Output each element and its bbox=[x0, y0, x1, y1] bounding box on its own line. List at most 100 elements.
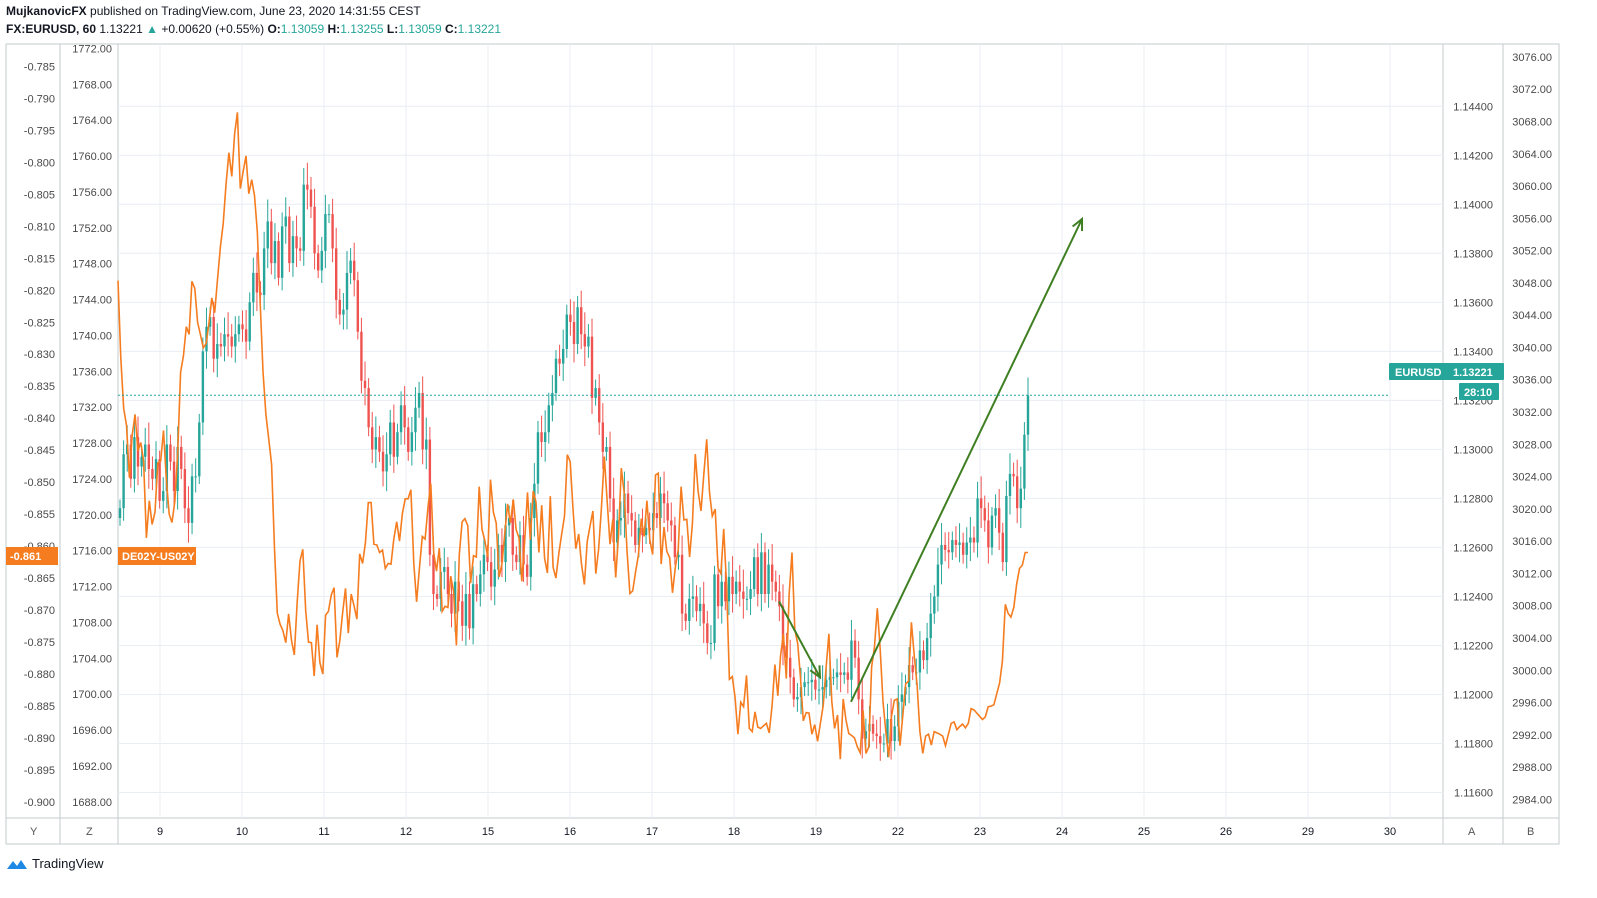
y-tick-label: 3004.00 bbox=[1512, 633, 1552, 645]
candle-body bbox=[244, 329, 248, 342]
spread-tag-value: -0.861 bbox=[10, 551, 41, 563]
candle-body bbox=[223, 334, 226, 347]
y-tick-label: 3000.00 bbox=[1512, 665, 1552, 677]
candle-body bbox=[688, 598, 691, 621]
candle-body bbox=[504, 525, 507, 563]
candle-body bbox=[987, 520, 990, 548]
x-tick-label: 15 bbox=[482, 826, 494, 838]
candle-body bbox=[190, 476, 194, 523]
y-tick-label: -0.865 bbox=[24, 573, 55, 585]
open-value: 1.13059 bbox=[280, 22, 325, 36]
y-tick-label: -0.785 bbox=[24, 61, 55, 73]
candle-body bbox=[767, 564, 770, 594]
candle-body bbox=[327, 214, 331, 216]
y-tick-label: 1764.00 bbox=[72, 115, 112, 127]
candlestick-series bbox=[118, 162, 1030, 761]
candle-body bbox=[169, 444, 172, 462]
trend-arrows[interactable] bbox=[778, 216, 1084, 703]
candle-body bbox=[248, 302, 251, 342]
y-tick-label: 1.12800 bbox=[1453, 493, 1493, 505]
y-tick-label: 1728.00 bbox=[72, 438, 112, 450]
candle-body bbox=[828, 677, 832, 680]
z-scale-button[interactable]: Z bbox=[86, 826, 93, 838]
y-tick-label: 1.13000 bbox=[1453, 444, 1493, 456]
candle-body bbox=[288, 216, 291, 264]
y-tick-label: -0.805 bbox=[24, 189, 55, 201]
candle-body bbox=[252, 272, 255, 303]
candle-body bbox=[706, 623, 709, 644]
candle-body bbox=[201, 351, 205, 423]
candle-body bbox=[954, 540, 958, 545]
candle-body bbox=[356, 280, 360, 332]
y-tick-label: 1700.00 bbox=[72, 689, 112, 701]
candle-body bbox=[533, 483, 536, 519]
y-tick-label: 1.14200 bbox=[1453, 150, 1493, 162]
candle-body bbox=[410, 432, 414, 452]
y-tick-label: 1704.00 bbox=[72, 653, 112, 665]
chart-border bbox=[5, 43, 1560, 845]
candle-body bbox=[551, 393, 554, 406]
price-tag-timer: 28:10 bbox=[1464, 387, 1492, 399]
candle-body bbox=[468, 593, 471, 629]
candle-body bbox=[713, 574, 716, 644]
trend-arrow-head bbox=[1072, 216, 1084, 231]
price-change: +0.00620 (+0.55%) bbox=[161, 22, 265, 36]
price-tag-value: 1.13221 bbox=[1453, 367, 1493, 379]
candle-body bbox=[879, 736, 882, 744]
author-name[interactable]: MujkanovicFX bbox=[6, 4, 87, 18]
auto-scale-button[interactable]: A bbox=[1468, 826, 1476, 838]
y-tick-label: 3076.00 bbox=[1512, 52, 1552, 64]
candle-body bbox=[720, 581, 723, 607]
candle-body bbox=[796, 696, 799, 700]
y-tick-label: 3064.00 bbox=[1512, 149, 1552, 161]
candle-body bbox=[673, 525, 677, 558]
y-tick-label: 1724.00 bbox=[72, 474, 112, 486]
candle-body bbox=[198, 422, 201, 477]
candle-body bbox=[525, 564, 529, 577]
b-scale-button[interactable]: B bbox=[1527, 826, 1534, 838]
candle-body bbox=[172, 461, 176, 492]
candle-body bbox=[529, 518, 532, 577]
candle-body bbox=[176, 446, 179, 492]
candle-body bbox=[814, 679, 817, 690]
candle-body bbox=[997, 508, 1001, 533]
x-tick-label: 18 bbox=[728, 826, 740, 838]
candle-body bbox=[843, 672, 846, 675]
candle-body bbox=[616, 520, 619, 543]
trend-arrow-head bbox=[809, 665, 822, 680]
y-tick-label: -0.790 bbox=[24, 93, 55, 105]
candle-body bbox=[774, 581, 777, 592]
y-tick-label: -0.815 bbox=[24, 253, 55, 265]
candle-body bbox=[392, 422, 396, 457]
candle-body bbox=[1026, 395, 1030, 435]
x-tick-label: 24 bbox=[1056, 826, 1068, 838]
candle-body bbox=[565, 314, 568, 349]
candle-body bbox=[749, 589, 752, 599]
y-tick-label: 1744.00 bbox=[72, 295, 112, 307]
candle-body bbox=[691, 596, 695, 599]
candle-body bbox=[590, 336, 594, 398]
y-scale-button[interactable]: Y bbox=[30, 826, 38, 838]
candle-body bbox=[587, 336, 590, 347]
y-tick-label: 1.14400 bbox=[1453, 101, 1493, 113]
footer-brand[interactable]: TradingView bbox=[6, 856, 104, 871]
y-tick-label: 3016.00 bbox=[1512, 536, 1552, 548]
y-tick-label: 1716.00 bbox=[72, 546, 112, 558]
y-tick-label: 1736.00 bbox=[72, 366, 112, 378]
y-tick-label: 2984.00 bbox=[1512, 794, 1552, 806]
x-tick-label: 11 bbox=[318, 826, 329, 838]
y-tick-label: 1708.00 bbox=[72, 617, 112, 629]
y-tick-label: 1.12000 bbox=[1453, 689, 1493, 701]
candle-body bbox=[781, 606, 785, 646]
candle-body bbox=[180, 446, 183, 469]
candle-body bbox=[446, 567, 450, 594]
candle-body bbox=[972, 537, 976, 543]
candle-body bbox=[576, 307, 579, 344]
symbol-label[interactable]: FX:EURUSD, 60 bbox=[6, 22, 97, 36]
candle-body bbox=[958, 542, 961, 545]
candle-body bbox=[353, 260, 356, 281]
candle-body bbox=[933, 596, 936, 614]
candle-body bbox=[277, 241, 280, 278]
x-tick-label: 22 bbox=[892, 826, 904, 838]
